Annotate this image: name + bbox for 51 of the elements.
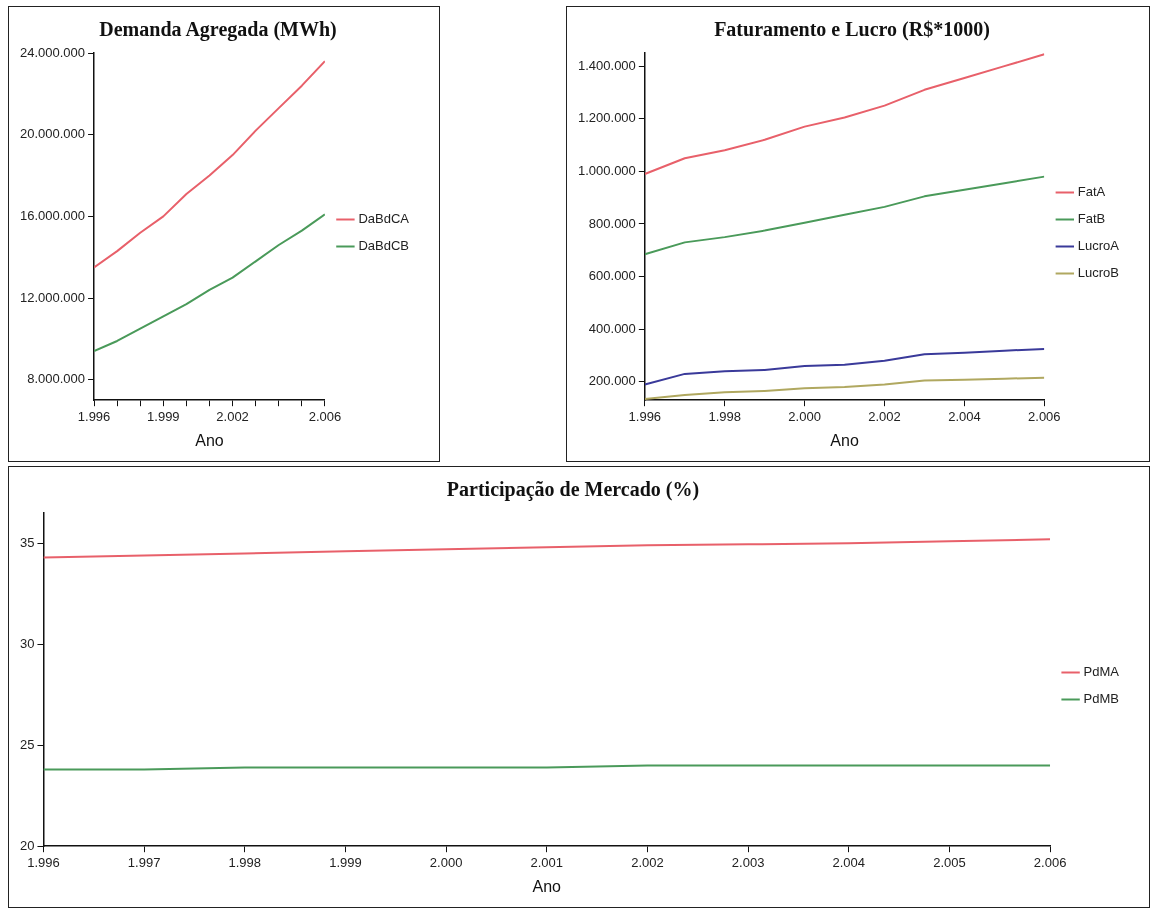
x-tick-label: 2.000 <box>429 854 463 870</box>
x-tick-label: 2.006 <box>1028 408 1061 424</box>
x-tick-label: 2.003 <box>731 854 765 870</box>
x-tick-label: 2.001 <box>530 854 564 870</box>
chart-title: Demanda Agregada (MWh) <box>99 18 337 42</box>
x-tick-label: 2.004 <box>948 408 981 424</box>
y-tick-label: 400.000 <box>588 320 636 336</box>
x-tick-label: 1.996 <box>628 408 662 424</box>
y-tick-label: 24.000.000 <box>19 44 86 60</box>
x-tick-label: 1.996 <box>27 854 60 870</box>
x-tick-label: 1.999 <box>147 408 180 424</box>
y-tick-label: 35 <box>19 534 35 550</box>
x-tick-label: 2.002 <box>868 408 901 424</box>
y-tick-label: 8.000.000 <box>27 371 86 387</box>
y-tick-label: 20 <box>19 837 35 853</box>
chart-title: Faturamento e Lucro (R$*1000) <box>714 18 990 42</box>
x-tick-label: 1.998 <box>708 408 741 424</box>
y-tick-label: 800.000 <box>588 215 636 231</box>
y-tick-label: 1.200.000 <box>577 110 636 126</box>
legend-label: LucroA <box>1077 238 1120 254</box>
x-tick-label: 2.002 <box>216 408 249 424</box>
x-tick-label: 1.999 <box>329 854 362 870</box>
x-tick-label: 2.004 <box>832 854 866 870</box>
legend-label: PdMB <box>1083 691 1120 707</box>
y-tick-label: 200.000 <box>588 373 636 389</box>
y-tick-label: 16.000.000 <box>19 207 86 223</box>
x-axis-title: Ano <box>195 431 224 449</box>
x-tick-label: 2.006 <box>1033 854 1067 870</box>
y-tick-label: 20.000.000 <box>19 126 86 142</box>
y-tick-label: 25 <box>19 736 35 752</box>
x-tick-label: 2.005 <box>933 854 966 870</box>
legend-label: FatA <box>1077 184 1106 200</box>
x-axis-title: Ano <box>830 431 859 449</box>
y-tick-label: 1.000.000 <box>577 162 636 178</box>
x-tick-label: 1.997 <box>127 854 161 870</box>
x-tick-label: 2.000 <box>788 408 821 424</box>
legend-label: FatB <box>1077 211 1106 227</box>
x-tick-label: 2.006 <box>308 408 342 424</box>
x-tick-label: 2.002 <box>631 854 664 870</box>
legend-label: LucroB <box>1077 265 1120 281</box>
legend-label: PdMA <box>1083 664 1120 680</box>
chart-title: Participação de Mercado (%) <box>446 478 700 502</box>
y-tick-label: 12.000.000 <box>19 289 86 305</box>
x-tick-label: 1.996 <box>77 408 111 424</box>
y-tick-label: 1.400.000 <box>577 57 636 73</box>
y-tick-label: 600.000 <box>588 268 636 284</box>
x-axis-title: Ano <box>532 877 562 895</box>
y-tick-label: 30 <box>19 635 35 651</box>
legend-label: DaBdCA <box>358 211 410 227</box>
x-tick-label: 1.998 <box>228 854 262 870</box>
legend-label: DaBdCB <box>358 238 409 254</box>
